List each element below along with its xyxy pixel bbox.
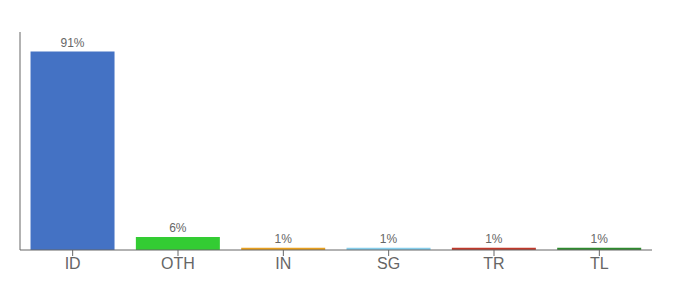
svg-text:SG: SG [377, 255, 400, 272]
svg-text:ID: ID [65, 255, 81, 272]
svg-text:OTH: OTH [161, 255, 195, 272]
svg-text:1%: 1% [275, 232, 293, 246]
svg-text:91%: 91% [61, 36, 85, 50]
svg-text:6%: 6% [169, 221, 187, 235]
svg-text:TR: TR [483, 255, 504, 272]
svg-text:IN: IN [275, 255, 291, 272]
svg-text:1%: 1% [591, 232, 609, 246]
svg-text:1%: 1% [380, 232, 398, 246]
svg-text:1%: 1% [485, 232, 503, 246]
svg-text:TL: TL [590, 255, 609, 272]
